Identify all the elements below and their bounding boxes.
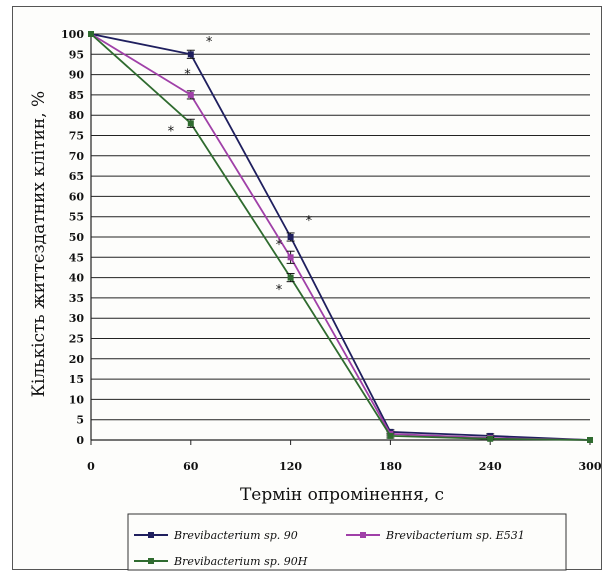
data-point [287, 274, 294, 281]
data-point [187, 120, 194, 127]
y-tick-label: 100 [61, 28, 84, 41]
y-tick-label: 35 [69, 292, 84, 305]
y-tick-label: 60 [69, 190, 85, 203]
data-point [387, 432, 394, 439]
significance-star: * [206, 35, 213, 50]
legend-entry: Brevibacterium sp. 90 [173, 529, 298, 542]
legend: Brevibacterium sp. 90 Brevibacterium sp. … [127, 513, 567, 571]
y-tick-label: 15 [69, 373, 84, 386]
legend-swatch-marker [148, 532, 154, 538]
x-tick-labels: 0 60 120 180 240 300 [87, 460, 602, 473]
data-point [88, 31, 94, 37]
y-tick-label: 45 [69, 251, 84, 264]
y-tick-label: 80 [69, 109, 85, 122]
y-tick-label: 95 [69, 48, 84, 61]
legend-swatch-marker [360, 532, 366, 538]
data-point [287, 234, 294, 240]
x-tick-label: 60 [183, 460, 199, 473]
data-point [187, 91, 194, 98]
y-tick-label: 85 [69, 89, 84, 102]
y-tick-label: 65 [69, 170, 84, 183]
y-tick-label: 30 [69, 312, 85, 325]
x-tick-label: 240 [479, 460, 502, 473]
y-tick-label: 90 [69, 69, 85, 82]
x-tick-label: 180 [379, 460, 402, 473]
axes [90, 34, 591, 445]
y-tick-labels: 0 5 10 15 20 25 30 35 40 45 50 55 60 65 70 75 80 85 90 95 10… [61, 28, 84, 447]
data-point [487, 435, 494, 442]
grid-lines [91, 33, 590, 441]
series-line [90, 33, 591, 441]
data-point [287, 254, 294, 261]
legend-entry: Brevibacterium sp. 90H [173, 555, 308, 568]
series-line [90, 33, 591, 441]
significance-star: * [184, 68, 191, 83]
y-tick-label: 55 [69, 211, 84, 224]
y-tick-label: 25 [69, 333, 84, 346]
y-tick-label: 20 [69, 353, 85, 366]
x-axis-label: Термін опромінення, с [240, 485, 444, 505]
x-tick-label: 120 [279, 460, 302, 473]
x-tick-label: 300 [579, 460, 602, 473]
y-tick-label: 40 [69, 272, 85, 285]
y-tick-label: 10 [69, 393, 85, 406]
y-axis-label: Кількість життєздатних клітин, % [29, 91, 49, 397]
y-tick-label: 75 [69, 130, 84, 143]
y-tick-label: 0 [76, 434, 84, 447]
significance-star: * [276, 238, 283, 253]
significance-markers: * * * * * * [168, 35, 313, 298]
y-tick-label: 70 [69, 150, 85, 163]
legend-swatch-marker [148, 558, 154, 564]
significance-star: * [168, 124, 175, 139]
x-tick-label: 0 [87, 460, 95, 473]
data-point [187, 51, 194, 58]
series-group [88, 31, 593, 443]
data-point [587, 437, 593, 443]
y-tick-label: 5 [76, 414, 84, 427]
legend-entry: Brevibacterium sp. E531 [385, 529, 525, 542]
y-tick-label: 50 [69, 231, 85, 244]
significance-star: * [276, 283, 283, 298]
significance-star: * [306, 214, 313, 229]
